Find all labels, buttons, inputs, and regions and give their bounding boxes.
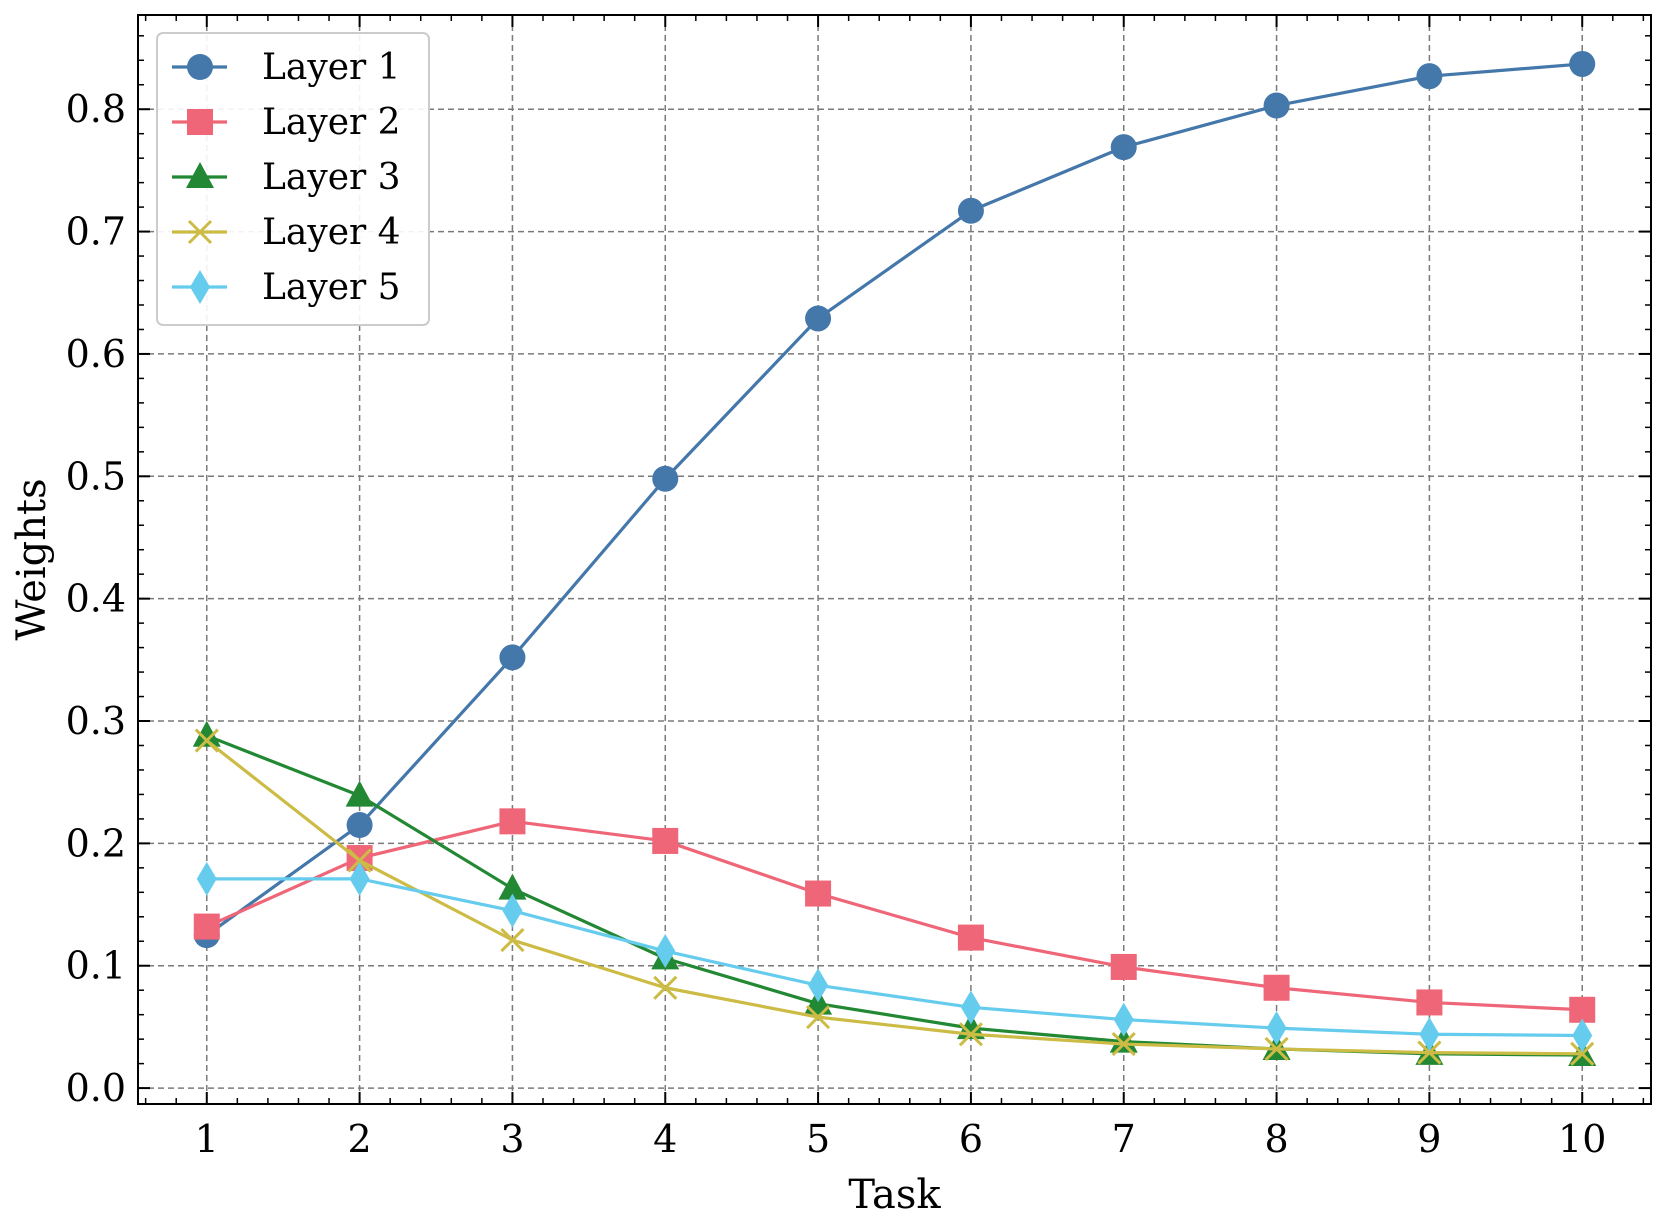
y-tick-label: 0.4	[66, 577, 126, 621]
legend-box	[156, 32, 430, 326]
data-point-2-3	[499, 808, 526, 835]
y-tick-label: 0.0	[66, 1066, 126, 1110]
data-point-1-5	[805, 305, 832, 332]
data-point-2-4	[652, 827, 679, 854]
x-tick-label: 8	[1264, 1117, 1288, 1161]
series-line-4	[205, 739, 1583, 1056]
legend: Layer 1 Layer 2 Layer 3 Layer 4 Layer 5	[156, 32, 430, 326]
legend-marker	[187, 219, 213, 245]
y-axis-title: Weights	[9, 478, 55, 640]
series-4	[194, 728, 1595, 1066]
x-axis-title: Task	[848, 1172, 941, 1218]
data-point-2-9	[1416, 989, 1443, 1016]
axes: 1 2 3 4 5 6 7 8 9 10 0.0 0.1 0.2 0.3 0.4 0.5 0.6 0.7 0.8	[66, 14, 1652, 1161]
data-point-1-3	[499, 644, 526, 671]
data-point-4-2	[347, 848, 372, 873]
data-point-4-9	[1417, 1040, 1442, 1065]
legend-marker	[187, 109, 213, 135]
data-point-5-6	[960, 990, 981, 1025]
series-5	[196, 861, 1593, 1053]
series-line-1	[205, 62, 1583, 937]
legend-label: Layer 2	[262, 102, 401, 143]
data-point-3-7	[1109, 1026, 1138, 1053]
legend-marker	[190, 270, 210, 304]
data-point-5-10	[1572, 1018, 1593, 1053]
y-tick-label: 0.5	[66, 454, 126, 498]
legend-entry-1: Layer 1	[172, 47, 401, 88]
data-point-4-5	[806, 1005, 831, 1030]
data-point-1-4	[652, 465, 679, 492]
data-point-1-7	[1110, 134, 1137, 161]
grid	[138, 15, 1651, 1104]
data-point-4-1	[194, 728, 219, 753]
data-point-2-1	[193, 913, 220, 940]
data-point-1-2	[346, 812, 373, 839]
data-point-4-6	[958, 1022, 983, 1047]
data-point-5-7	[1113, 1002, 1134, 1037]
x-tick-label: 6	[959, 1117, 983, 1161]
data-point-5-8	[1266, 1011, 1287, 1046]
data-point-3-2	[345, 780, 374, 807]
data-point-2-10	[1569, 996, 1596, 1023]
series-line-2	[206, 819, 1583, 1012]
data-point-5-2	[349, 861, 370, 896]
data-point-5-4	[655, 934, 676, 969]
legend-label: Layer 4	[262, 212, 401, 253]
series-line-3	[206, 734, 1583, 1057]
data-point-1-9	[1416, 63, 1443, 90]
data-point-3-1	[192, 720, 221, 747]
data-point-2-6	[957, 924, 984, 951]
x-tick-label: 5	[806, 1117, 830, 1161]
data-point-4-3	[500, 927, 525, 953]
series-3	[192, 720, 1597, 1067]
data-point-2-8	[1263, 974, 1290, 1001]
legend-label: Layer 5	[262, 267, 401, 308]
data-point-2-5	[805, 880, 832, 907]
x-tick-label: 3	[500, 1117, 524, 1161]
series-2	[193, 808, 1596, 1023]
data-point-5-3	[502, 893, 523, 928]
data-point-1-10	[1569, 50, 1596, 77]
y-tick-label: 0.6	[66, 332, 126, 376]
data-point-5-5	[808, 968, 829, 1003]
data-point-4-7	[1111, 1031, 1136, 1057]
legend-entry-3: Layer 3	[172, 157, 401, 198]
y-tick-label: 0.1	[66, 944, 126, 988]
data-point-5-9	[1419, 1017, 1440, 1052]
x-tick-label: 7	[1112, 1117, 1136, 1161]
plot-frame	[137, 14, 1652, 1105]
data-point-5-1	[196, 861, 217, 896]
legend-label: Layer 3	[262, 157, 401, 198]
data-point-3-3	[498, 873, 527, 900]
data-point-4-8	[1264, 1036, 1289, 1062]
x-tick-label: 10	[1558, 1117, 1606, 1161]
legend-label: Layer 1	[262, 47, 401, 88]
legend-entry-2: Layer 2	[172, 102, 401, 143]
y-tick-label: 0.3	[66, 699, 126, 743]
y-tick-label: 0.2	[66, 821, 126, 865]
series-line-5	[206, 877, 1583, 1038]
legend-marker	[187, 54, 213, 80]
series-group	[192, 50, 1597, 1067]
data-point-4-4	[653, 975, 678, 1000]
x-tick-label: 2	[348, 1117, 372, 1161]
data-point-1-6	[957, 197, 984, 224]
legend-entry-5: Layer 5	[172, 267, 401, 308]
legend-entry-4: Layer 4	[172, 212, 401, 253]
x-tick-label: 9	[1417, 1117, 1441, 1161]
data-point-4-10	[1570, 1041, 1595, 1066]
data-point-1-8	[1263, 92, 1290, 119]
data-point-2-7	[1110, 953, 1137, 980]
x-tick-label: 4	[653, 1117, 677, 1161]
x-tick-label: 1	[195, 1117, 219, 1161]
y-tick-label: 0.8	[66, 87, 126, 131]
legend-marker	[186, 162, 214, 188]
y-tick-label: 0.7	[66, 210, 126, 254]
